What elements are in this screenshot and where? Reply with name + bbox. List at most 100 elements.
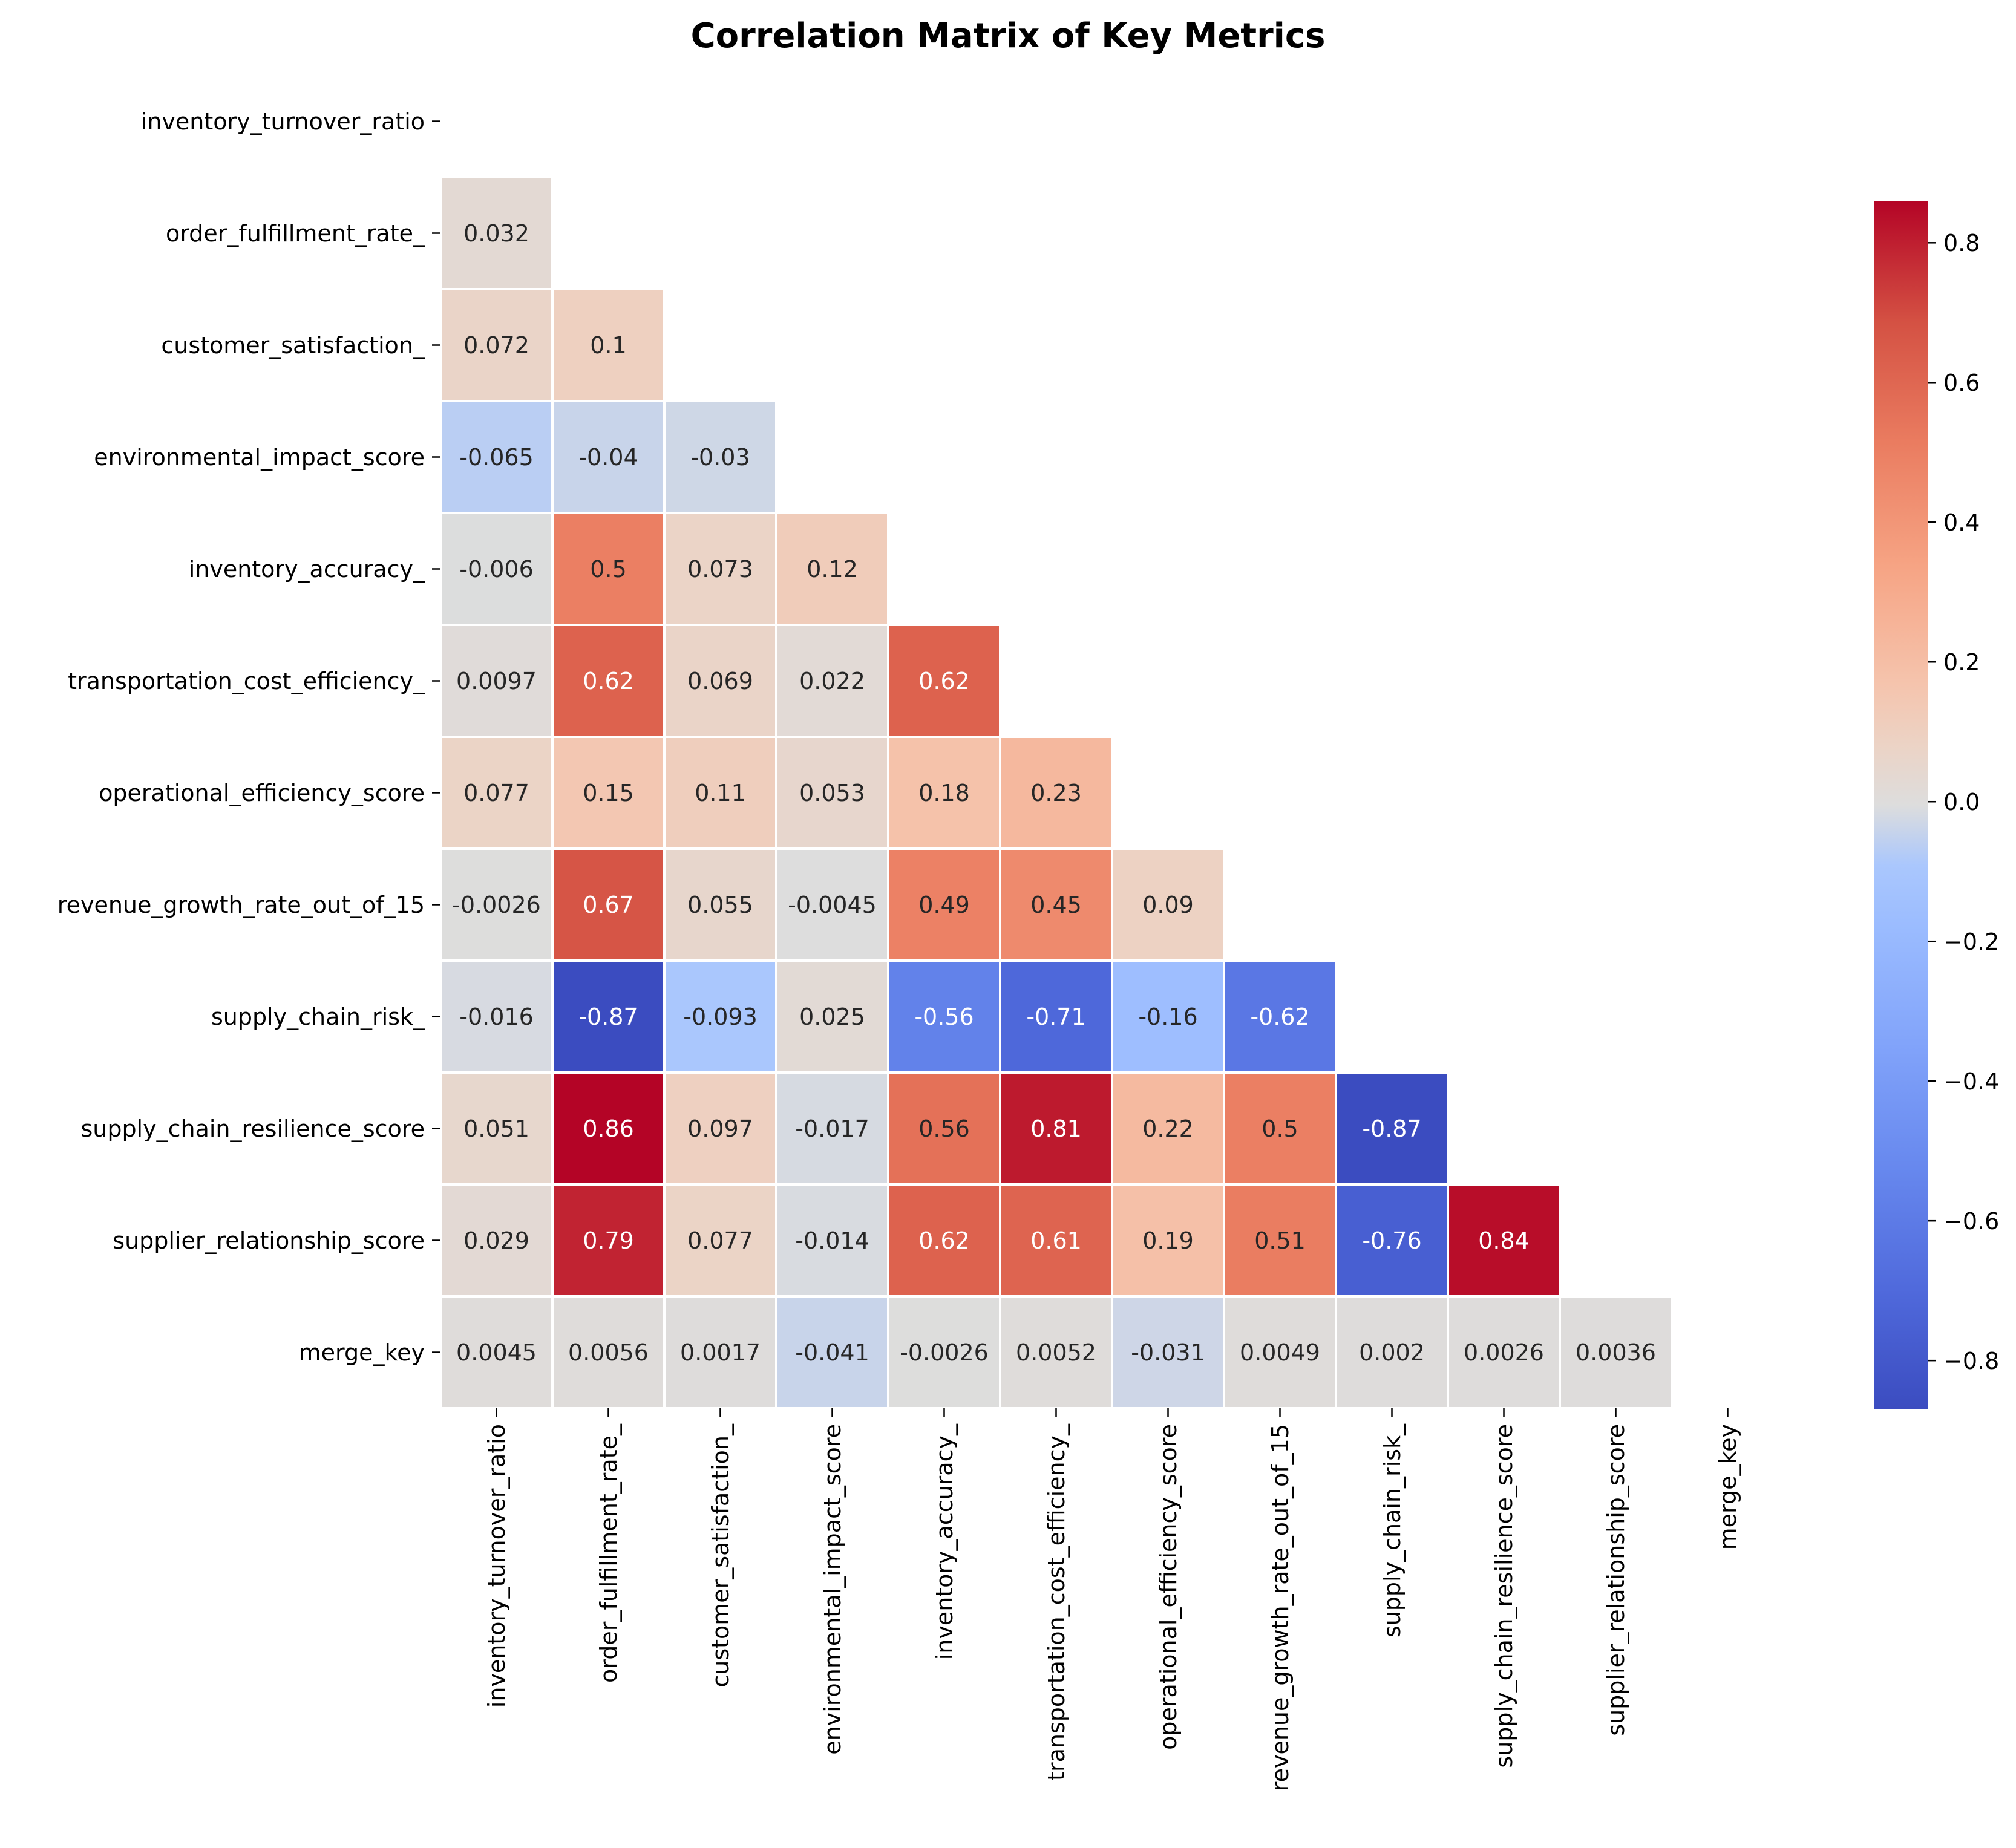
colorbar-tick-label-7: 0.6 [1943, 370, 1980, 396]
heatmap-cell-value-r11-c1: 0.0056 [568, 1339, 649, 1366]
heatmap-cell-r9-c0 [439, 1071, 554, 1186]
heatmap-cell-value-r9-c7: 0.5 [1262, 1115, 1298, 1142]
heatmap-cell-r10-c5 [999, 1183, 1113, 1298]
heatmap-cell-value-r8-c2: -0.093 [683, 1004, 758, 1030]
heatmap-cell-r11-c8 [1335, 1295, 1449, 1409]
y-tick-label-6: operational_efficiency_score [99, 780, 425, 806]
y-tick-label-1: order_fulfillment_rate_ [166, 220, 425, 247]
x-tick-label-0: inventory_turnover_ratio [483, 1424, 510, 1708]
heatmap-cell-r10-c1 [551, 1183, 666, 1298]
heatmap-cell-value-r5-c0: 0.0097 [456, 668, 537, 694]
heatmap-cell-r8-c7 [1223, 959, 1337, 1074]
heatmap-cell-r10-c7 [1223, 1183, 1337, 1298]
y-tick-label-2: customer_satisfaction_ [161, 332, 425, 359]
heatmap-cell-value-r8-c4: -0.56 [914, 1004, 974, 1030]
y-tick-label-10: supplier_relationship_score [113, 1227, 425, 1254]
colorbar-tick-label-1: −0.6 [1943, 1208, 1999, 1235]
heatmap-cell-value-r11-c4: -0.0026 [900, 1339, 989, 1366]
y-axis-tick-labels: inventory_turnover_ratio order_fulfillmen… [57, 108, 440, 1366]
heatmap-cell-r10-c0 [439, 1183, 554, 1298]
heatmap-cell-value-r7-c0: -0.0026 [452, 892, 541, 918]
heatmap-cell-value-r11-c6: -0.031 [1131, 1339, 1205, 1366]
heatmap-cell-value-r5-c2: 0.069 [687, 668, 753, 694]
heatmap-cell-value-r8-c5: -0.71 [1026, 1004, 1085, 1030]
colorbar-tick-label-3: −0.2 [1943, 929, 1999, 955]
heatmap-cell-r8-c2 [663, 959, 777, 1074]
heatmap-cell-r11-c5 [999, 1295, 1113, 1409]
heatmap-cell-value-r11-c2: 0.0017 [680, 1339, 761, 1366]
y-tick-label-3: environmental_impact_score [94, 444, 425, 471]
heatmap-cell-value-r7-c3: -0.0045 [788, 892, 877, 918]
colorbar: −0.8 −0.6 −0.4 −0.2 0.0 0.2 0.4 0.6 0.8 [1874, 201, 1999, 1409]
heatmap-cell-value-r10-c4: 0.62 [918, 1227, 970, 1254]
heatmap-cell-value-r6-c3: 0.053 [799, 780, 865, 806]
y-tick-label-9: supply_chain_resilience_score [80, 1115, 425, 1142]
heatmap-cell-value-r8-c1: -0.87 [578, 1004, 638, 1030]
heatmap-cell-r7-c6 [1111, 847, 1225, 962]
heatmap-cell-value-r7-c6: 0.09 [1142, 892, 1194, 918]
y-tick-label-8: supply_chain_risk_ [211, 1004, 425, 1030]
x-tick-label-10: supplier_relationship_score [1603, 1424, 1629, 1736]
heatmap-cell-value-r11-c8: 0.002 [1359, 1339, 1425, 1366]
heatmap-cell-r4-c1 [551, 512, 666, 626]
heatmap-cell-r7-c0 [439, 847, 554, 962]
x-tick-label-11: merge_key [1715, 1424, 1741, 1550]
heatmap-cell-value-r11-c10: 0.0036 [1576, 1339, 1656, 1366]
x-tick-label-2: customer_satisfaction_ [707, 1423, 734, 1688]
heatmap-cells: 0.032 0.072 0.1 -0.065 -0.04 -0.03 -0.006 0.5 0.… [439, 176, 1673, 1409]
heatmap-cell-value-r10-c0: 0.029 [463, 1227, 529, 1254]
heatmap-cell-r1-c0 [439, 176, 554, 290]
heatmap-cell-r11-c3 [775, 1295, 889, 1409]
heatmap-cell-value-r9-c2: 0.097 [687, 1115, 753, 1142]
heatmap-cell-value-r11-c0: 0.0045 [456, 1339, 537, 1366]
heatmap-cell-value-r9-c5: 0.81 [1030, 1115, 1082, 1142]
heatmap-cell-value-r5-c4: 0.62 [918, 668, 970, 694]
heatmap-cell-value-r10-c1: 0.79 [583, 1227, 634, 1254]
heatmap-cell-value-r7-c1: 0.67 [583, 892, 634, 918]
heatmap-cell-value-r8-c6: -0.16 [1138, 1004, 1197, 1030]
heatmap-cell-value-r8-c3: 0.025 [799, 1004, 865, 1030]
heatmap-cell-value-r8-c0: -0.016 [459, 1004, 534, 1030]
heatmap-cell-r3-c2 [663, 400, 777, 514]
heatmap-cell-value-r5-c3: 0.022 [799, 668, 865, 694]
heatmap-cell-r9-c5 [999, 1071, 1113, 1186]
x-tick-label-1: order_fulfillment_rate_ [595, 1423, 622, 1683]
y-tick-label-0: inventory_turnover_ratio [141, 108, 425, 135]
heatmap-cell-value-r9-c3: -0.017 [795, 1115, 869, 1142]
heatmap-cell-r10-c4 [887, 1183, 1001, 1298]
heatmap-cell-r6-c4 [887, 736, 1001, 850]
heatmap-cell-value-r11-c3: -0.041 [795, 1339, 869, 1366]
colorbar-tick-label-6: 0.4 [1943, 509, 1980, 536]
y-tick-label-11: merge_key [299, 1339, 425, 1366]
heatmap-cell-r11-c0 [439, 1295, 554, 1409]
heatmap-cell-r6-c3 [775, 736, 889, 850]
chart-title: Correlation Matrix of Key Metrics [691, 16, 1326, 56]
heatmap-cell-r2-c1 [551, 288, 666, 402]
colorbar-tick-label-4: 0.0 [1943, 789, 1980, 815]
heatmap-cell-value-r10-c2: 0.077 [687, 1227, 753, 1254]
heatmap-cell-value-r11-c5: 0.0052 [1016, 1339, 1096, 1366]
heatmap-cell-value-r7-c5: 0.45 [1030, 892, 1082, 918]
heatmap-cell-r9-c3 [775, 1071, 889, 1186]
colorbar-tick-label-0: −0.8 [1943, 1348, 1999, 1374]
heatmap-cell-r10-c8 [1335, 1183, 1449, 1298]
heatmap-cell-value-r4-c3: 0.12 [807, 556, 858, 583]
heatmap-cell-value-r9-c1: 0.86 [583, 1115, 634, 1142]
heatmap-cell-value-r9-c0: 0.051 [463, 1115, 529, 1142]
heatmap-cell-r5-c3 [775, 624, 889, 738]
x-tick-label-4: inventory_accuracy_ [931, 1423, 958, 1660]
heatmap-cell-value-r2-c0: 0.072 [463, 332, 529, 359]
heatmap-cell-r2-c0 [439, 288, 554, 402]
heatmap-cell-value-r10-c3: -0.014 [795, 1227, 869, 1254]
heatmap-cell-r5-c1 [551, 624, 666, 738]
heatmap-cell-value-r1-c0: 0.032 [463, 220, 529, 247]
heatmap-cell-r7-c5 [999, 847, 1113, 962]
heatmap-cell-value-r9-c8: -0.87 [1362, 1115, 1421, 1142]
heatmap-cell-r9-c6 [1111, 1071, 1225, 1186]
heatmap-cell-r9-c8 [1335, 1071, 1449, 1186]
y-tick-label-7: revenue_growth_rate_out_of_15 [57, 892, 425, 918]
heatmap-cell-value-r11-c7: 0.0049 [1240, 1339, 1320, 1366]
heatmap-cell-value-r6-c2: 0.11 [695, 780, 746, 806]
